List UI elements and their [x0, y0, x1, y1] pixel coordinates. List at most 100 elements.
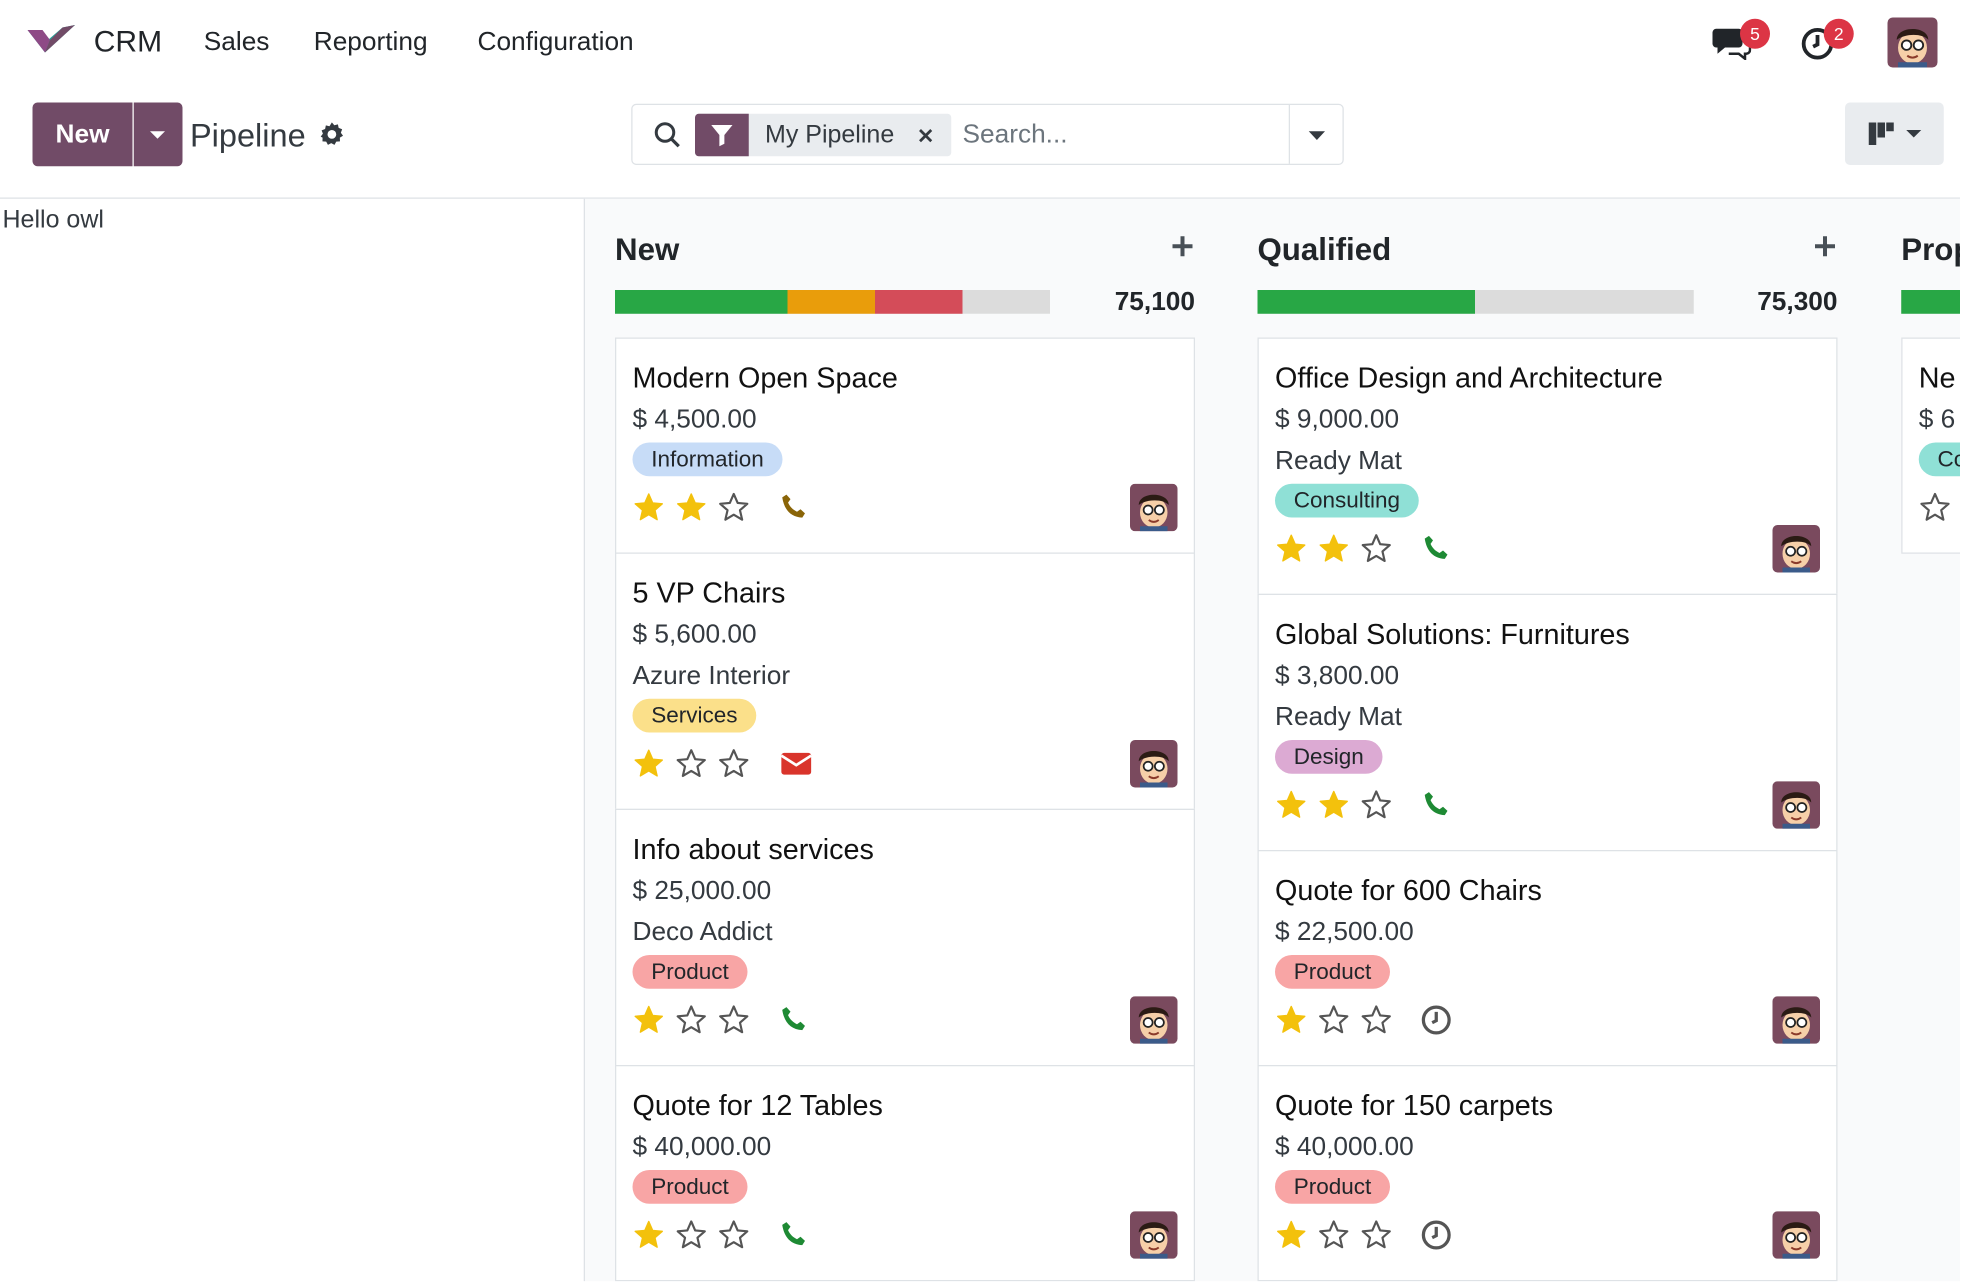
lead-card[interactable]: Office Design and Architecture $ 9,000.0…: [1257, 337, 1838, 595]
card-title: Quote for 12 Tables: [632, 1088, 883, 1122]
card-list: Office Design and Architecture $ 9,000.0…: [1257, 337, 1838, 1282]
menu-item[interactable]: Reporting: [313, 27, 428, 57]
message-badge: 5: [1740, 18, 1770, 49]
card-amount: $ 3,800.00: [1275, 661, 1400, 690]
card-tag: Product: [1275, 1170, 1391, 1204]
priority-star[interactable]: [1318, 789, 1351, 822]
priority-star[interactable]: [1360, 1004, 1393, 1037]
filter-facet: My Pipeline: [695, 113, 952, 157]
card-title: 5 VP Chairs: [632, 576, 786, 609]
menu-item[interactable]: Configuration: [477, 27, 634, 57]
priority-star[interactable]: [1275, 1219, 1308, 1252]
progress-segment[interactable]: [1257, 290, 1475, 314]
priority-star[interactable]: [1318, 1004, 1351, 1037]
priority-star[interactable]: [675, 1219, 708, 1252]
card-title: Info about services: [632, 832, 874, 866]
quick-create[interactable]: [1170, 234, 1195, 259]
card-tag: Co: [1918, 442, 1960, 477]
activity-phone[interactable]: [778, 1004, 811, 1037]
priority-star[interactable]: [633, 1004, 666, 1037]
lead-card[interactable]: Global Solutions: Furnitures $ 3,800.00 …: [1257, 593, 1838, 852]
priority-star[interactable]: [718, 1004, 751, 1037]
priority-star[interactable]: [1275, 1004, 1308, 1037]
card-footer: [1275, 775, 1820, 835]
progress-bar[interactable]: [1901, 290, 1960, 314]
priority-star[interactable]: [718, 1219, 751, 1252]
activity-phone[interactable]: [778, 1219, 811, 1252]
activity-clock[interactable]: [1420, 1004, 1453, 1037]
progress-segment[interactable]: [787, 290, 875, 314]
lead-card[interactable]: Quote for 150 carpets $ 40,000.00 Produc…: [1257, 1065, 1838, 1282]
search-input[interactable]: Search...: [962, 120, 1068, 149]
lead-card[interactable]: Quote for 600 Chairs $ 22,500.00 Product: [1257, 850, 1838, 1067]
app-name[interactable]: CRM: [93, 25, 163, 59]
priority-star[interactable]: [718, 491, 751, 524]
new-dropdown-button[interactable]: [133, 102, 183, 167]
navbar: CRM Sales Reporting Configuration 5 2: [0, 0, 1960, 85]
priority-star[interactable]: [675, 748, 708, 781]
search-icon: [654, 122, 680, 148]
lead-card[interactable]: Modern Open Space $ 4,500.00 Information: [615, 337, 1195, 554]
progress-segment[interactable]: [1901, 290, 1960, 314]
lead-card[interactable]: Ne $ 6 Co: [1901, 337, 1960, 554]
card-footer: [1275, 519, 1820, 579]
assignee-avatar: [1130, 484, 1178, 532]
activity-phone[interactable]: [778, 491, 811, 524]
activity-clock[interactable]: [1420, 1219, 1453, 1252]
search-options-toggle[interactable]: [1288, 105, 1345, 164]
priority-star[interactable]: [1360, 789, 1393, 822]
priority-star[interactable]: [675, 1004, 708, 1037]
card-title: Global Solutions: Furnitures: [1275, 617, 1630, 651]
priority-star[interactable]: [718, 748, 751, 781]
search-bar[interactable]: My Pipeline Search...: [631, 103, 1345, 165]
card-tag: Product: [1275, 955, 1391, 989]
priority-star[interactable]: [675, 491, 708, 524]
facet-remove[interactable]: [918, 128, 934, 144]
card-footer: [1275, 990, 1820, 1050]
progress-bar[interactable]: [1257, 290, 1694, 314]
assignee-avatar: [1130, 1211, 1178, 1259]
lead-card[interactable]: Info about services $ 25,000.00 Deco Add…: [615, 808, 1195, 1067]
priority-star[interactable]: [1360, 1219, 1393, 1252]
priority-star[interactable]: [633, 1219, 666, 1252]
progress-segment[interactable]: [875, 290, 963, 314]
priority-star[interactable]: [1318, 1219, 1351, 1252]
priority-star[interactable]: [1275, 533, 1308, 566]
lead-card[interactable]: 5 VP Chairs $ 5,600.00 Azure Interior Se…: [615, 552, 1195, 810]
priority-star[interactable]: [1360, 533, 1393, 566]
card-amount: $ 25,000.00: [632, 876, 772, 905]
card-footer: [633, 990, 1178, 1050]
new-button[interactable]: New: [32, 102, 133, 167]
priority-star[interactable]: [1318, 533, 1351, 566]
user-avatar[interactable]: [1888, 18, 1938, 68]
card-title: Ne: [1918, 361, 1956, 394]
lead-card[interactable]: Quote for 12 Tables $ 40,000.00 Product: [615, 1065, 1195, 1282]
activity-phone[interactable]: [1420, 533, 1453, 566]
menu-item[interactable]: Sales: [203, 27, 270, 57]
view-switcher[interactable]: [1845, 102, 1944, 165]
card-title: Office Design and Architecture: [1275, 361, 1663, 394]
activity-email[interactable]: [778, 748, 816, 781]
priority-star[interactable]: [1919, 491, 1952, 524]
column-title: Prop: [1901, 232, 1960, 268]
settings-gear[interactable]: [319, 121, 345, 147]
progress-segment[interactable]: [615, 290, 788, 314]
app-logo[interactable]: [25, 23, 78, 61]
card-tag: Product: [632, 955, 748, 989]
assignee-avatar: [1773, 1211, 1821, 1259]
card-footer: [633, 1205, 1178, 1265]
assignee-avatar: [1773, 525, 1821, 573]
card-tag: Consulting: [1275, 483, 1419, 518]
quick-create[interactable]: [1813, 234, 1838, 259]
priority-star[interactable]: [633, 748, 666, 781]
priority-star[interactable]: [1275, 789, 1308, 822]
divider: [0, 197, 1960, 199]
facet-label: My Pipeline: [765, 121, 895, 149]
card-title: Quote for 600 Chairs: [1275, 873, 1542, 907]
column-total: 75,300: [1757, 287, 1838, 317]
activity-phone[interactable]: [1420, 789, 1453, 822]
progress-bar[interactable]: [615, 290, 1050, 314]
priority-star[interactable]: [633, 491, 666, 524]
card-company: Azure Interior: [632, 661, 791, 690]
